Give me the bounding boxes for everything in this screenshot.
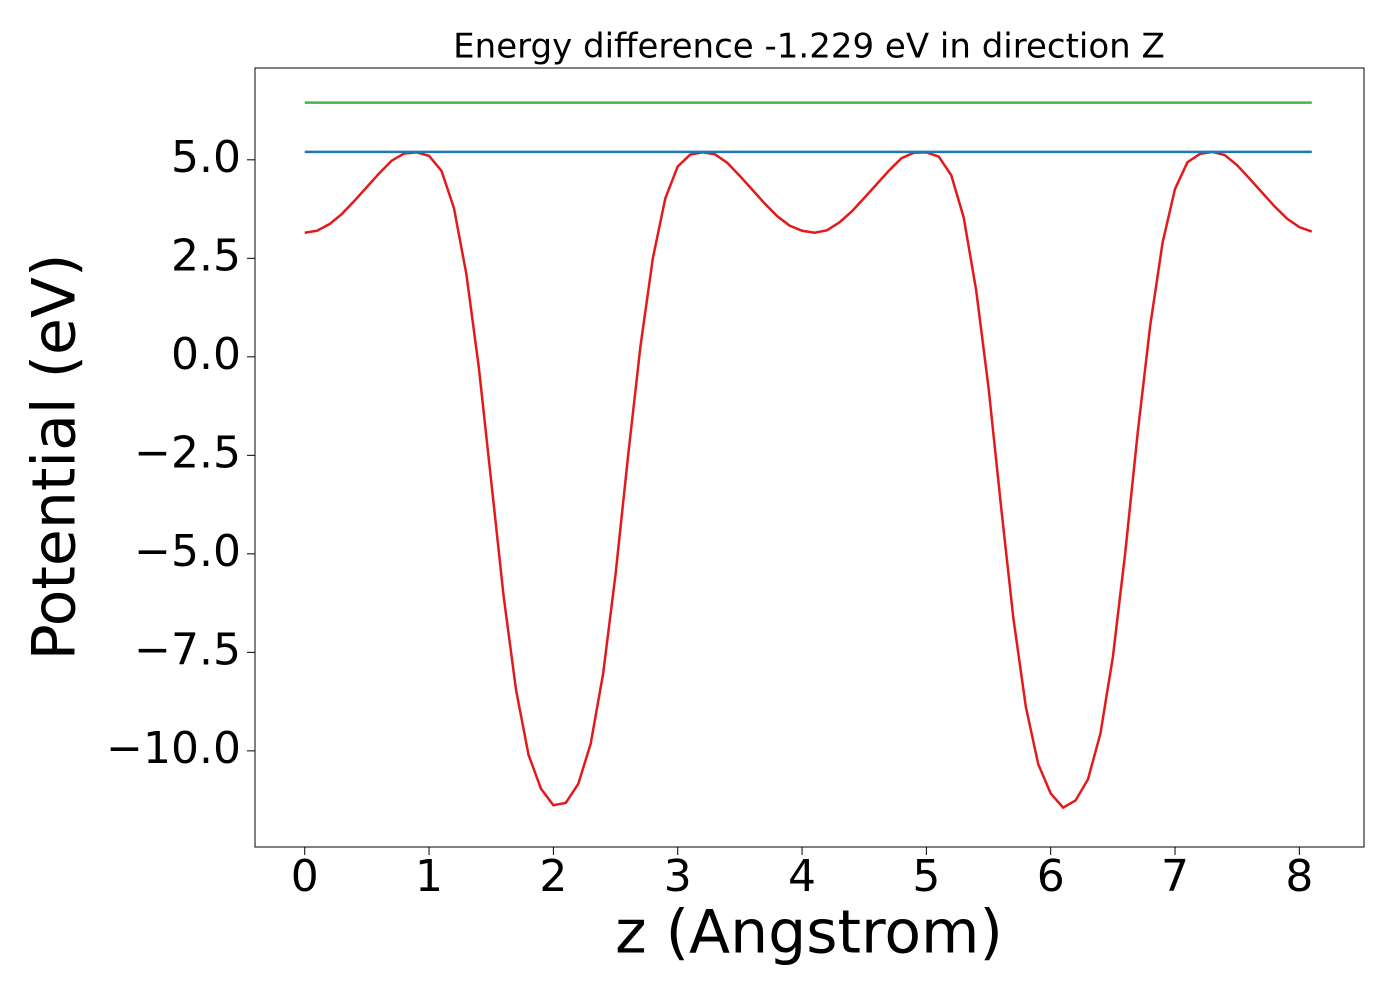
y-tick-label: −2.5	[134, 427, 241, 478]
y-tick-label: −10.0	[106, 723, 241, 774]
chart-title: Energy difference -1.229 eV in direction…	[453, 27, 1165, 67]
y-tick-label: −7.5	[134, 624, 241, 675]
x-axis-label: z (Angstrom)	[615, 898, 1003, 968]
x-tick-label: 5	[912, 851, 940, 902]
x-tick-label: 6	[1037, 851, 1065, 902]
y-tick-label: −5.0	[134, 526, 241, 577]
series-line	[304, 150, 1313, 810]
plot-frame	[254, 67, 1365, 848]
x-tick-label: 8	[1285, 851, 1313, 902]
x-tick-label: 1	[415, 851, 443, 902]
y-tick-label: 2.5	[171, 230, 241, 281]
x-tick-label: 7	[1161, 851, 1189, 902]
y-tick-label: 0.0	[171, 329, 241, 380]
x-tick-label: 0	[291, 851, 319, 902]
y-axis-label: Potential (eV)	[20, 254, 90, 661]
x-tick-label: 2	[539, 851, 567, 902]
y-tick-label: 5.0	[171, 132, 241, 183]
x-tick-label: 4	[788, 851, 816, 902]
x-tick-label: 3	[664, 851, 692, 902]
